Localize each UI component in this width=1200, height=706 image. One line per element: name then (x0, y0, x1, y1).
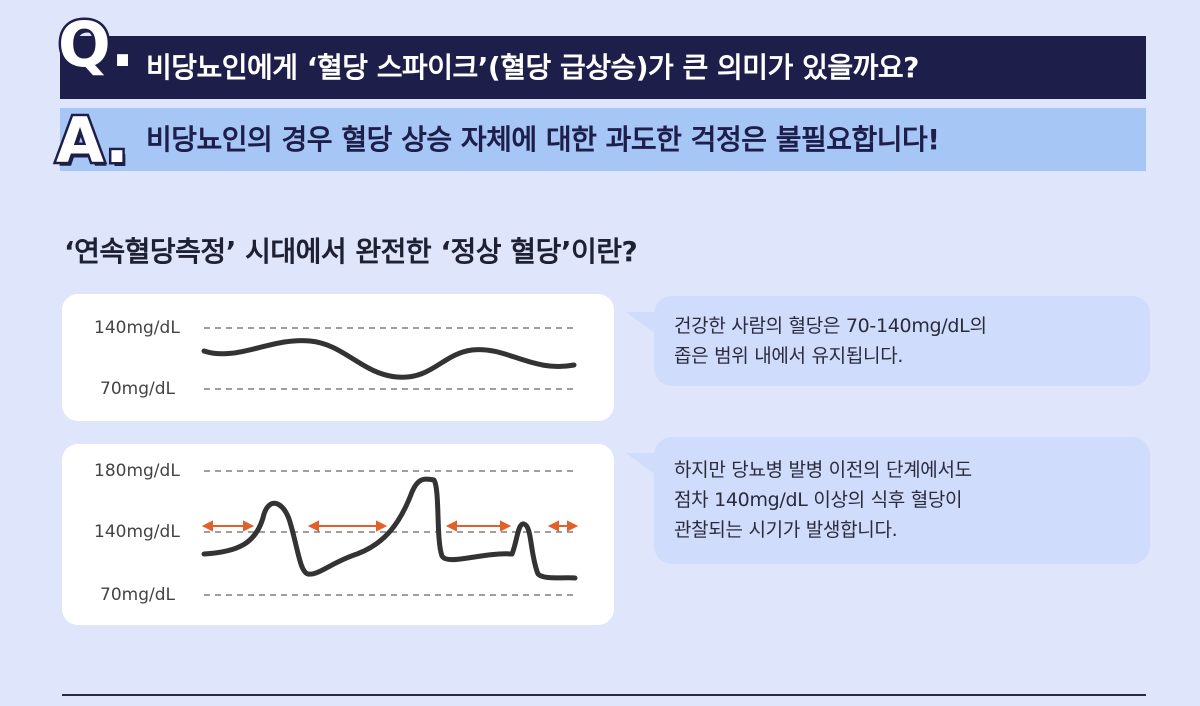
answer-bar (60, 108, 1146, 171)
range-arrows (201, 520, 579, 532)
arrow-head-right-2 (376, 520, 388, 532)
question-bar (60, 36, 1146, 99)
arrow-head-right-3 (500, 520, 512, 532)
bubble-2-line-2: 점차 140mg/dL 이상의 식후 혈당이 (674, 489, 963, 511)
arrow-head-left-1 (201, 520, 213, 532)
question-letter: Q. (55, 8, 136, 81)
spike-glucose-diagram: 180mg/dL 140mg/dL 70mg/dL (94, 461, 579, 605)
arrow-head-left-3 (445, 520, 457, 532)
answer-text: 비당뇨인의 경우 혈당 상승 자체에 대한 과도한 걱정은 불필요합니다! (146, 123, 940, 156)
section-title: ‘연속혈당측정’ 시대에서 완전한 ‘정상 혈당’이란? (64, 235, 638, 268)
label-140: 140mg/dL (94, 318, 180, 338)
arrow-head-left-2 (307, 520, 319, 532)
spike-glucose-card: 180mg/dL 140mg/dL 70mg/dL (62, 444, 614, 625)
bubble-2-text: 하지만 당뇨병 발병 이전의 단계에서도 점차 140mg/dL 이상의 식후 … (674, 455, 1130, 545)
bottom-divider (62, 694, 1146, 696)
normal-glucose-diagram: 140mg/dL 70mg/dL (94, 318, 577, 399)
glucose-curve (201, 338, 577, 380)
bubble-1-line-2: 좁은 범위 내에서 유지됩니다. (674, 345, 904, 367)
arrow-head-left-4 (547, 520, 559, 532)
arrow-head-right-4 (567, 520, 579, 532)
bubble-1-text: 건강한 사람의 혈당은 70-140mg/dL의 좁은 범위 내에서 유지됩니다… (674, 311, 1130, 371)
label-70-b: 70mg/dL (100, 585, 176, 605)
answer-letter: A. (54, 104, 132, 177)
explanation-bubble-2: 하지만 당뇨병 발병 이전의 단계에서도 점차 140mg/dL 이상의 식후 … (626, 437, 1150, 564)
bubble-1-line-1: 건강한 사람의 혈당은 70-140mg/dL의 (674, 315, 987, 337)
question-text: 비당뇨인에게 ‘혈당 스파이크’(혈당 급상승)가 큰 의미가 있을까요? (146, 51, 919, 84)
spike-curve (201, 476, 578, 581)
label-140-b: 140mg/dL (94, 522, 180, 542)
label-180: 180mg/dL (94, 461, 180, 481)
bubble-2-line-1: 하지만 당뇨병 발병 이전의 단계에서도 (674, 459, 972, 481)
normal-glucose-card: 140mg/dL 70mg/dL (62, 294, 614, 421)
arrow-head-right-1 (243, 520, 255, 532)
label-70: 70mg/dL (100, 379, 176, 399)
explanation-bubble-1: 건강한 사람의 혈당은 70-140mg/dL의 좁은 범위 내에서 유지됩니다… (626, 296, 1150, 386)
bubble-2-line-3: 관찰되는 시기가 발생합니다. (674, 519, 898, 541)
